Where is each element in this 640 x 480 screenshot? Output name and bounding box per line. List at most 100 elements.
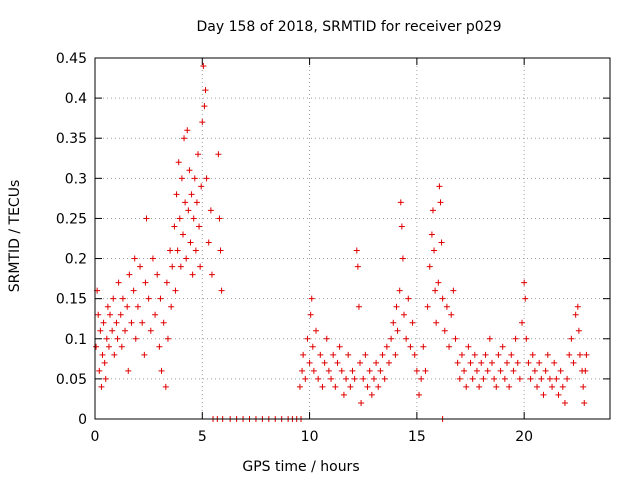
data-point	[186, 167, 193, 174]
data-point	[207, 207, 214, 214]
data-point	[296, 383, 303, 390]
data-point	[101, 359, 108, 366]
data-point	[381, 375, 388, 382]
data-point	[370, 375, 377, 382]
y-axis-label: SRMTID / TECUs	[7, 180, 23, 293]
data-point	[158, 367, 165, 374]
data-point	[162, 383, 169, 390]
data-point	[143, 215, 150, 222]
data-point	[508, 351, 515, 358]
data-point	[134, 303, 141, 310]
data-point	[128, 319, 135, 326]
data-point	[448, 311, 455, 318]
data-point	[338, 367, 345, 374]
data-point	[488, 359, 495, 366]
data-point	[418, 375, 425, 382]
data-point	[149, 255, 156, 262]
data-point	[317, 351, 324, 358]
data-point	[171, 223, 178, 230]
data-point	[309, 343, 316, 350]
data-point	[433, 319, 440, 326]
data-point	[456, 375, 463, 382]
y-tick-label: 0.15	[56, 292, 87, 308]
data-point	[559, 383, 566, 390]
data-point	[583, 351, 590, 358]
data-point	[521, 279, 528, 286]
data-point	[299, 367, 306, 374]
data-point	[176, 215, 183, 222]
data-point	[300, 351, 307, 358]
data-point	[201, 103, 208, 110]
data-point	[536, 359, 543, 366]
data-point	[436, 183, 443, 190]
data-point	[576, 351, 583, 358]
data-point	[340, 391, 347, 398]
data-point	[397, 199, 404, 206]
data-point	[355, 303, 362, 310]
data-point	[512, 335, 519, 342]
data-point	[190, 215, 197, 222]
data-point	[130, 287, 137, 294]
data-point	[534, 383, 541, 390]
data-point	[173, 191, 180, 198]
y-tick-label: 0.35	[56, 131, 87, 147]
data-point	[178, 175, 185, 182]
data-point	[431, 247, 438, 254]
data-point	[172, 287, 179, 294]
data-point	[152, 311, 159, 318]
data-point	[200, 63, 207, 70]
data-point	[398, 223, 405, 230]
data-point	[175, 159, 182, 166]
data-point	[125, 367, 132, 374]
data-point	[465, 343, 472, 350]
data-point	[454, 359, 461, 366]
data-point	[345, 351, 352, 358]
data-point	[393, 303, 400, 310]
data-point	[187, 239, 194, 246]
data-point	[215, 151, 222, 158]
data-point	[568, 335, 575, 342]
data-point	[390, 319, 397, 326]
data-point	[182, 199, 189, 206]
data-point	[396, 287, 403, 294]
data-point	[181, 135, 188, 142]
data-point	[306, 359, 313, 366]
data-point	[388, 335, 395, 342]
data-point	[478, 359, 485, 366]
data-point	[437, 199, 444, 206]
ticks: 0 0.05 0.1 0.15 0.2 0.25 0.3 0.35 0.4 0.45 0 5 10 15 2…	[56, 51, 610, 445]
data-point	[458, 351, 465, 358]
data-point	[174, 247, 181, 254]
data-point	[192, 247, 199, 254]
data-point	[424, 303, 431, 310]
data-point	[347, 383, 354, 390]
data-point	[103, 335, 110, 342]
y-tick-label: 0.3	[65, 171, 87, 187]
data-point	[575, 327, 582, 334]
data-point	[446, 343, 453, 350]
data-point	[428, 231, 435, 238]
y-tick-label: 0.2	[65, 252, 87, 268]
data-point	[113, 319, 120, 326]
data-point	[351, 375, 358, 382]
data-point	[100, 319, 107, 326]
data-point	[557, 367, 564, 374]
data-point	[163, 279, 170, 286]
data-point	[197, 263, 204, 270]
y-tick-label: 0.45	[56, 51, 87, 67]
data-point	[321, 359, 328, 366]
data-point	[196, 223, 203, 230]
data-point	[527, 375, 534, 382]
data-point	[497, 367, 504, 374]
x-tick-label: 15	[408, 429, 426, 445]
data-point	[422, 367, 429, 374]
data-point	[435, 279, 442, 286]
data-point	[564, 375, 571, 382]
data-point	[313, 327, 320, 334]
data-point	[167, 247, 174, 254]
data-point	[107, 311, 114, 318]
data-point	[117, 311, 124, 318]
data-point	[115, 279, 122, 286]
y-tick-label: 0.4	[65, 91, 87, 107]
